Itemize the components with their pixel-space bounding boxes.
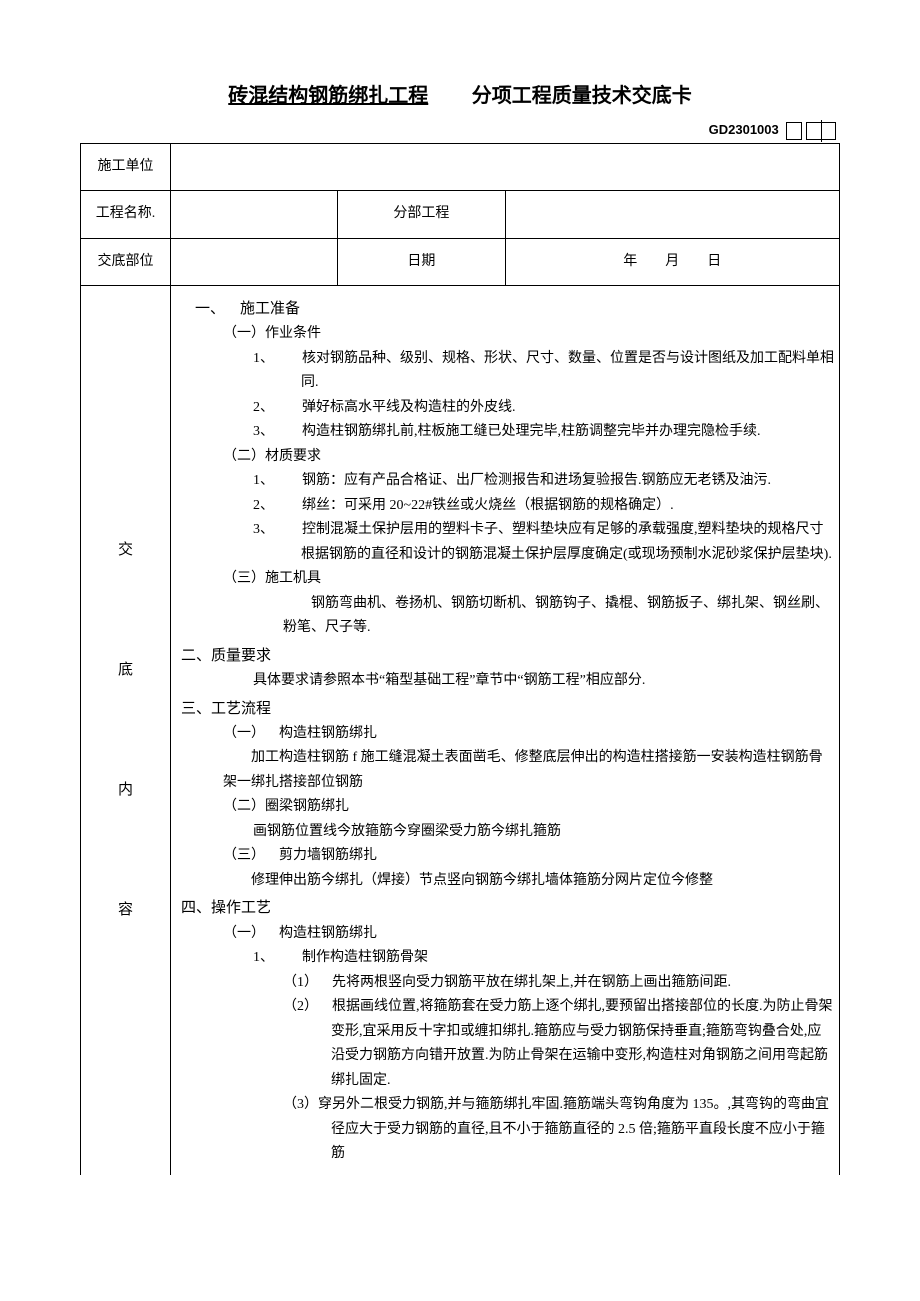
section-2-title: 二、质量要求 xyxy=(181,643,835,669)
section-2-txt: 具体要求请参照本书“箱型基础工程”章节中“钢筋工程”相应部分. xyxy=(253,669,835,694)
section-4-1: （一） 构造柱钢筋绑扎 xyxy=(223,922,835,947)
item-1-2-1: 1、 钢筋：应有产品合格证、出厂检测报告和进场复验报告.钢筋应无老锈及油污. xyxy=(253,469,835,494)
item-1-1-3: 3、 构造柱钢筋绑扎前,柱板施工缝已处理完毕,柱筋调整完毕并办理完隐检手续. xyxy=(253,420,835,445)
section-1-1: （一）作业条件 xyxy=(223,322,835,347)
section-3-2: （二）圈梁钢筋绑扎 xyxy=(223,795,835,820)
doc-title-right: 分项工程质量技术交底卡 xyxy=(472,80,692,112)
item-1-1-1: 1、 核对钢筋品种、级别、规格、形状、尺寸、数量、位置是否与设计图纸及加工配料单… xyxy=(253,347,835,396)
item-1-3-txt-span: 钢筋弯曲机、卷扬机、钢筋切断机、钢筋钩子、撬棍、钢筋扳子、绑扎架、钢丝刷、粉笔、… xyxy=(283,596,829,636)
section-3-3-txt: 修理伸出筋今绑扎（焊接）节点竖向钢筋今绑扎墙体箍筋分网片定位今修整 xyxy=(223,869,835,894)
section-3-1: （一） 构造柱钢筋绑扎 xyxy=(223,722,835,747)
doc-code: GD2301003 xyxy=(709,122,779,137)
section-1-2: （二）材质要求 xyxy=(223,445,835,470)
side-label: 交底内容 xyxy=(81,286,171,1175)
item-1-1-2: 2、 弹好标高水平线及构造柱的外皮线. xyxy=(253,396,835,421)
unit-value xyxy=(171,143,840,190)
project-value xyxy=(171,191,338,238)
code-box-1 xyxy=(786,122,802,140)
section-1-3: （三）施工机具 xyxy=(223,567,835,592)
section-3-1-txt: 加工构造柱钢筋 f 施工缝混凝土表面凿毛、修整底层伸出的构造柱搭接筋一安装构造柱… xyxy=(223,746,835,795)
date-value: 年 月 日 xyxy=(505,238,840,285)
position-value xyxy=(171,238,338,285)
item-1-2-3: 3、 控制混凝土保护层用的塑料卡子、塑料垫块应有足够的承载强度,塑料垫块的规格尺… xyxy=(253,518,835,567)
section-4-1-1: 1、 制作构造柱钢筋骨架 xyxy=(253,946,835,971)
doc-title-left: 砖混结构钢筋绑扎工程 xyxy=(228,80,428,112)
item-4-1-1-1: （1） 先将两根竖向受力钢筋平放在绑扎架上,并在钢筋上画出箍筋间距. xyxy=(283,971,835,996)
section-3-title: 三、工艺流程 xyxy=(181,696,835,722)
item-1-3-txt: 钢筋弯曲机、卷扬机、钢筋切断机、钢筋钩子、撬棍、钢筋扳子、绑扎架、钢丝刷、粉笔、… xyxy=(223,592,835,641)
section-1-title: 一、 施工准备 xyxy=(195,296,835,322)
content-body: 一、 施工准备 （一）作业条件 1、 核对钢筋品种、级别、规格、形状、尺寸、数量… xyxy=(171,286,840,1175)
project-label: 工程名称. xyxy=(81,191,171,238)
position-label: 交底部位 xyxy=(81,238,171,285)
section-4-title: 四、操作工艺 xyxy=(181,895,835,921)
section-3-3: （三） 剪力墙钢筋绑扎 xyxy=(223,844,835,869)
subproject-label: 分部工程 xyxy=(338,191,505,238)
date-label: 日期 xyxy=(338,238,505,285)
doc-code-row: GD2301003 xyxy=(80,120,840,141)
code-boxes xyxy=(786,120,836,141)
section-3-2-txt: 画钢筋位置线今放箍筋今穿圈梁受力筋今绑扎箍筋 xyxy=(253,820,835,845)
item-4-1-1-3: （3）穿另外二根受力钢筋,并与箍筋绑扎牢固.箍筋端头弯钩角度为 135。,其弯钩… xyxy=(283,1093,835,1167)
code-box-2 xyxy=(806,122,836,140)
item-1-2-2: 2、 绑丝：可采用 20~22#铁丝或火烧丝（根据钢筋的规格确定）. xyxy=(253,494,835,519)
header-table: 施工单位 工程名称. 分部工程 交底部位 日期 年 月 日 交底内容 一、 施工… xyxy=(80,143,840,1175)
subproject-value xyxy=(505,191,840,238)
item-4-1-1-2: （2） 根据画线位置,将箍筋套在受力筋上逐个绑扎,要预留出搭接部位的长度.为防止… xyxy=(283,995,835,1093)
unit-label: 施工单位 xyxy=(81,143,171,190)
